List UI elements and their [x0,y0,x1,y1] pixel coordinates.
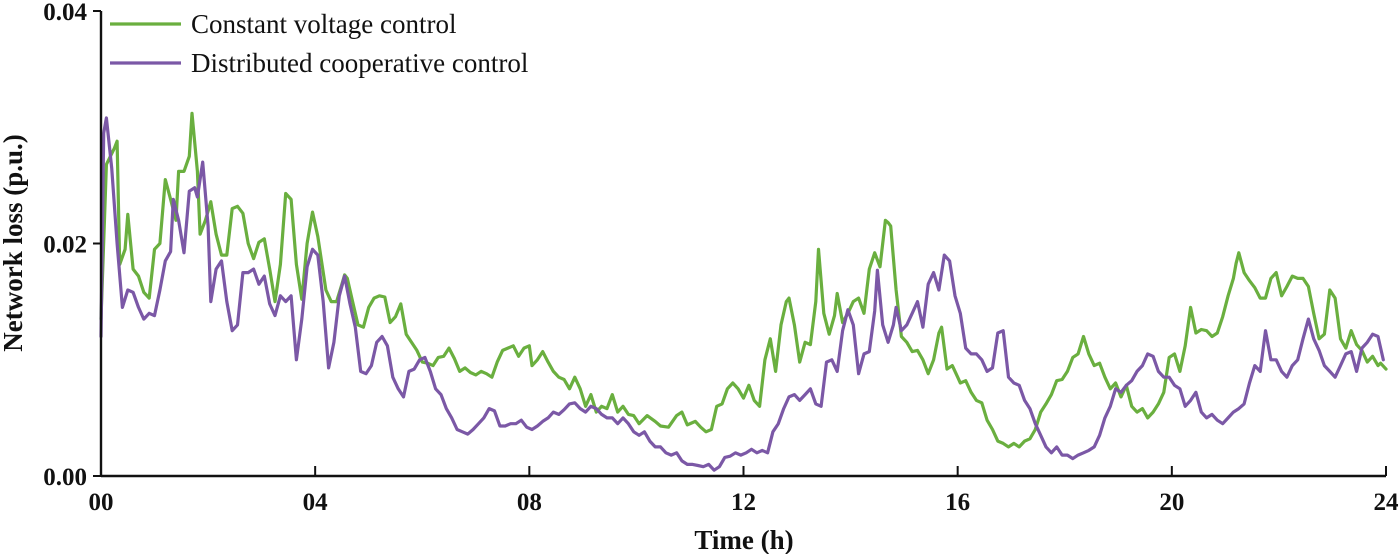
y-tick-label: 0.04 [43,0,87,26]
x-axis-title: Time (h) [694,525,793,554]
x-tick-label: 12 [731,489,756,516]
y-tick-label: 0.02 [43,232,87,259]
series-line-distributed-cooperative-control [99,116,1385,472]
x-tick-label: 08 [517,489,542,516]
x-axis-ticks: 00 04 08 12 16 20 24 [89,466,1400,516]
x-tick-label: 04 [303,489,329,516]
series-layer [99,111,1388,472]
legend-label-constant-voltage-control: Constant voltage control [191,9,456,39]
y-axis-ticks: 0.00 0.02 0.04 [43,0,101,491]
y-axis-title: Network loss (p.u.) [0,134,28,352]
series-line-constant-voltage-control [99,111,1388,449]
x-tick-label: 16 [945,489,970,516]
legend-label-distributed-cooperative-control: Distributed cooperative control [191,48,528,78]
x-tick-label: 00 [89,489,114,516]
x-tick-label: 20 [1159,489,1184,516]
y-tick-label: 0.00 [43,464,87,491]
legend: Constant voltage control Distributed coop… [110,9,528,78]
x-tick-label: 24 [1374,489,1400,516]
